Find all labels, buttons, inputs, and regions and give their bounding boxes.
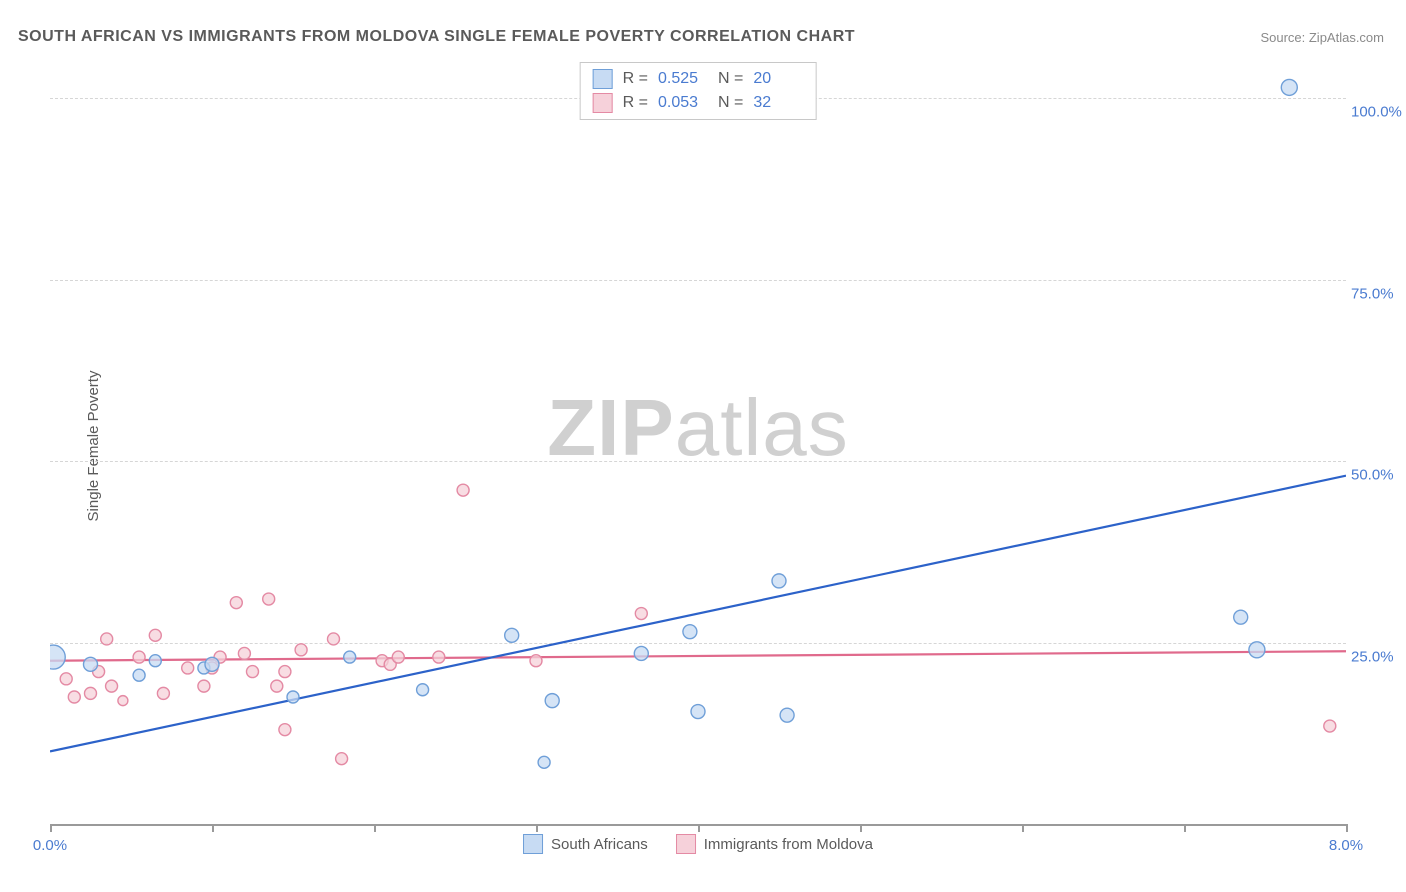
x-tick [860,824,862,832]
swatch-series-2 [593,93,613,113]
legend-correlation-box: R = 0.525 N = 20 R = 0.053 N = 32 [580,62,817,120]
data-point-south_africans [1249,642,1265,658]
data-point-south_africans [772,574,786,588]
x-tick [1022,824,1024,832]
data-point-moldova [182,662,194,674]
data-point-moldova [118,696,128,706]
data-point-south_africans [133,669,145,681]
chart-container: SOUTH AFRICAN VS IMMIGRANTS FROM MOLDOVA… [0,0,1406,892]
data-point-moldova [157,687,169,699]
data-point-south_africans [344,651,356,663]
data-point-south_africans [538,756,550,768]
data-point-south_africans [50,645,65,669]
legend-series-box: South Africans Immigrants from Moldova [523,834,873,854]
data-point-south_africans [149,655,161,667]
data-point-moldova [247,666,259,678]
data-point-south_africans [205,657,219,671]
source-name: ZipAtlas.com [1309,30,1384,45]
source-prefix: Source: [1260,30,1308,45]
data-point-moldova [1324,720,1336,732]
data-point-moldova [198,680,210,692]
data-point-moldova [60,673,72,685]
data-point-moldova [271,680,283,692]
y-tick-label: 75.0% [1351,285,1406,302]
data-point-moldova [457,484,469,496]
data-point-moldova [230,597,242,609]
r-value-series-1: 0.525 [658,67,708,91]
x-tick [374,824,376,832]
y-tick-label: 25.0% [1351,648,1406,665]
data-point-moldova [295,644,307,656]
legend-item-series-2: Immigrants from Moldova [676,834,873,854]
n-value-series-1: 20 [753,67,803,91]
data-point-south_africans [545,694,559,708]
data-point-south_africans [287,691,299,703]
data-point-moldova [279,666,291,678]
data-point-south_africans [691,705,705,719]
data-point-south_africans [84,657,98,671]
data-point-moldova [68,691,80,703]
x-tick [536,824,538,832]
r-value-series-2: 0.053 [658,91,708,115]
plot-svg [50,62,1346,824]
plot-area: ZIPatlas 25.0%50.0%75.0%100.0% 0.0%8.0% … [50,62,1346,826]
x-tick [212,824,214,832]
data-point-moldova [149,629,161,641]
r-label: R = [623,67,648,91]
n-label: N = [718,91,743,115]
x-tick-label: 0.0% [33,837,67,854]
swatch-series-1-bottom [523,834,543,854]
y-tick-label: 50.0% [1351,467,1406,484]
x-tick [698,824,700,832]
data-point-moldova [279,724,291,736]
legend-row-series-2: R = 0.053 N = 32 [593,91,804,115]
x-tick [1346,824,1348,832]
data-point-south_africans [1234,610,1248,624]
data-point-moldova [85,687,97,699]
series-2-label: Immigrants from Moldova [704,836,873,853]
chart-title: SOUTH AFRICAN VS IMMIGRANTS FROM MOLDOVA… [18,28,855,46]
data-point-south_africans [1281,79,1297,95]
source-attribution: Source: ZipAtlas.com [1260,30,1384,45]
data-point-south_africans [780,708,794,722]
legend-row-series-1: R = 0.525 N = 20 [593,67,804,91]
axis-origin-tick [50,824,52,832]
data-point-moldova [101,633,113,645]
y-tick-label: 100.0% [1351,104,1406,121]
data-point-moldova [238,647,250,659]
x-tick-label: 8.0% [1329,837,1363,854]
data-point-moldova [106,680,118,692]
data-point-moldova [433,651,445,663]
data-point-south_africans [683,625,697,639]
data-point-south_africans [505,628,519,642]
data-point-south_africans [634,646,648,660]
data-point-moldova [392,651,404,663]
data-point-moldova [263,593,275,605]
x-tick [1184,824,1186,832]
r-label: R = [623,91,648,115]
data-point-south_africans [417,684,429,696]
n-value-series-2: 32 [753,91,803,115]
data-point-moldova [133,651,145,663]
data-point-moldova [530,655,542,667]
n-label: N = [718,67,743,91]
data-point-moldova [336,753,348,765]
legend-item-series-1: South Africans [523,834,648,854]
data-point-moldova [328,633,340,645]
swatch-series-1 [593,69,613,89]
swatch-series-2-bottom [676,834,696,854]
series-1-label: South Africans [551,836,648,853]
data-point-moldova [635,608,647,620]
